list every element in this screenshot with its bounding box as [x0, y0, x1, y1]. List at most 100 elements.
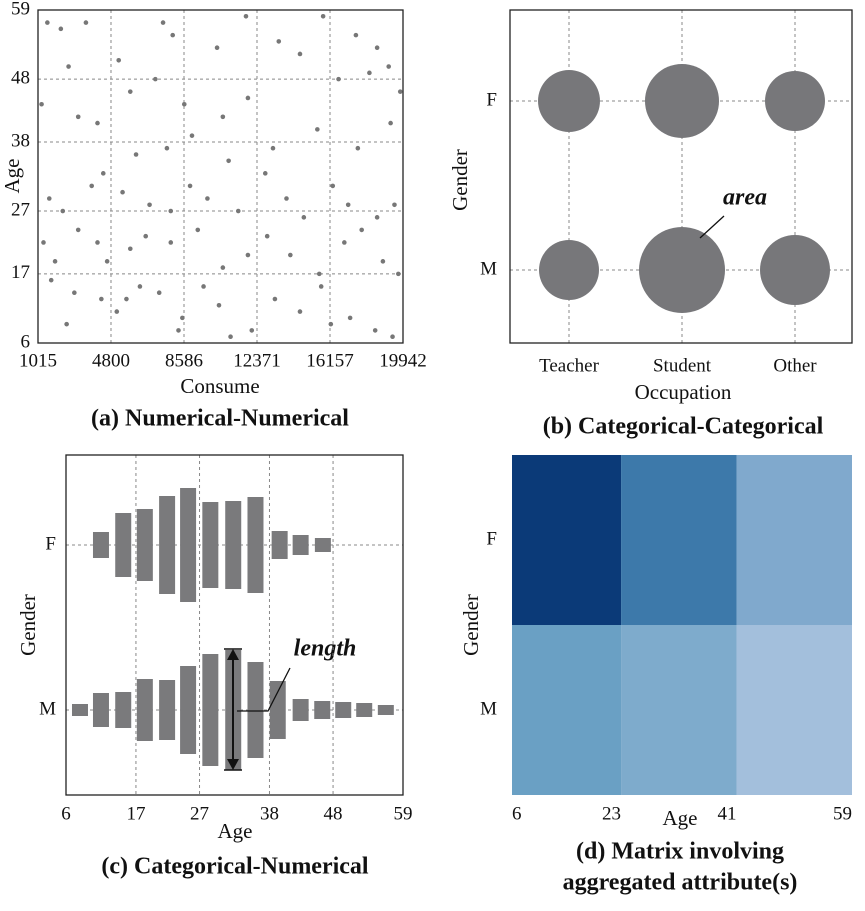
- point: [104, 259, 110, 264]
- cell: [512, 625, 622, 795]
- point: [386, 64, 391, 69]
- point: [297, 51, 303, 57]
- point: [147, 202, 152, 208]
- point: [181, 101, 187, 107]
- point: [284, 196, 289, 201]
- bar: [180, 666, 197, 754]
- point: [243, 13, 249, 19]
- x-tick-label: 41: [718, 803, 737, 824]
- bar: [314, 538, 331, 552]
- point: [137, 284, 143, 289]
- point: [52, 259, 58, 264]
- point: [276, 39, 282, 44]
- y-axis-label: Gender: [459, 594, 483, 656]
- point: [160, 20, 166, 25]
- x-tick-label: 48: [324, 803, 343, 824]
- point: [228, 334, 233, 340]
- x-axis-label: Occupation: [635, 380, 732, 404]
- bar: [356, 703, 373, 717]
- y-tick-label: 27: [11, 199, 30, 220]
- point: [320, 13, 326, 19]
- bubble: [539, 240, 599, 300]
- point: [48, 277, 54, 283]
- bubble: [760, 235, 830, 305]
- y-tick-label: M: [480, 258, 497, 279]
- point: [168, 240, 174, 245]
- bar: [92, 693, 109, 727]
- bar: [247, 497, 264, 593]
- x-tick-label: 4800: [92, 350, 130, 371]
- x-tick-label: Student: [653, 355, 712, 376]
- point: [220, 265, 226, 270]
- bar: [271, 531, 288, 559]
- point: [45, 20, 50, 25]
- point: [95, 120, 100, 126]
- x-axis-label: Consume: [180, 374, 259, 398]
- plot-frame: [65, 454, 404, 796]
- point: [99, 296, 104, 302]
- x-tick-label: 17: [126, 803, 145, 824]
- point: [359, 227, 364, 233]
- point: [133, 152, 139, 157]
- point: [60, 208, 66, 214]
- plot-frame: [509, 9, 853, 344]
- bubble: [638, 226, 726, 314]
- y-axis-label: Gender: [16, 594, 40, 656]
- plot-frame: [37, 9, 404, 344]
- point: [272, 296, 278, 302]
- point: [245, 252, 251, 258]
- point: [220, 114, 226, 120]
- point: [100, 171, 106, 176]
- x-tick-label: 23: [602, 803, 621, 824]
- y-axis-label: Gender: [448, 149, 472, 211]
- point: [95, 240, 100, 245]
- point: [187, 183, 193, 189]
- point: [374, 215, 380, 220]
- point: [328, 321, 334, 327]
- y-tick-label: 6: [21, 331, 31, 352]
- bubble: [765, 71, 825, 131]
- point: [336, 76, 341, 82]
- point: [397, 89, 403, 94]
- point: [72, 290, 77, 296]
- x-tick-label: 59: [833, 803, 852, 824]
- cell: [736, 455, 852, 625]
- bar: [159, 496, 176, 594]
- bar: [225, 501, 242, 589]
- point: [46, 196, 52, 201]
- annotation-leader: [699, 215, 725, 239]
- point: [353, 32, 359, 38]
- point: [264, 233, 270, 239]
- point: [114, 309, 120, 314]
- point: [374, 45, 380, 50]
- bubble: [644, 63, 720, 139]
- bar: [115, 692, 132, 728]
- y-tick-label: 48: [11, 67, 30, 88]
- x-tick-label: 16157: [306, 350, 354, 371]
- bar: [180, 488, 197, 602]
- point: [297, 309, 303, 314]
- point: [195, 227, 201, 233]
- point: [315, 127, 320, 132]
- point: [396, 271, 401, 277]
- point: [124, 296, 129, 302]
- x-tick-label: 19942: [379, 350, 427, 371]
- y-axis-label: Age: [0, 159, 24, 194]
- point: [262, 171, 268, 176]
- x-axis-label: Age: [663, 806, 698, 830]
- point: [153, 76, 158, 82]
- point: [235, 208, 241, 214]
- y-tick-label: M: [480, 698, 497, 719]
- point: [388, 120, 393, 126]
- x-tick-label: 6: [61, 803, 71, 824]
- cell: [736, 625, 852, 795]
- cell: [621, 455, 737, 625]
- point: [89, 183, 95, 189]
- point: [392, 202, 397, 208]
- point: [245, 95, 251, 101]
- bar: [202, 654, 219, 766]
- caption: (d) Matrix involving: [576, 839, 784, 865]
- point: [201, 284, 206, 289]
- x-tick-label: Other: [773, 355, 817, 376]
